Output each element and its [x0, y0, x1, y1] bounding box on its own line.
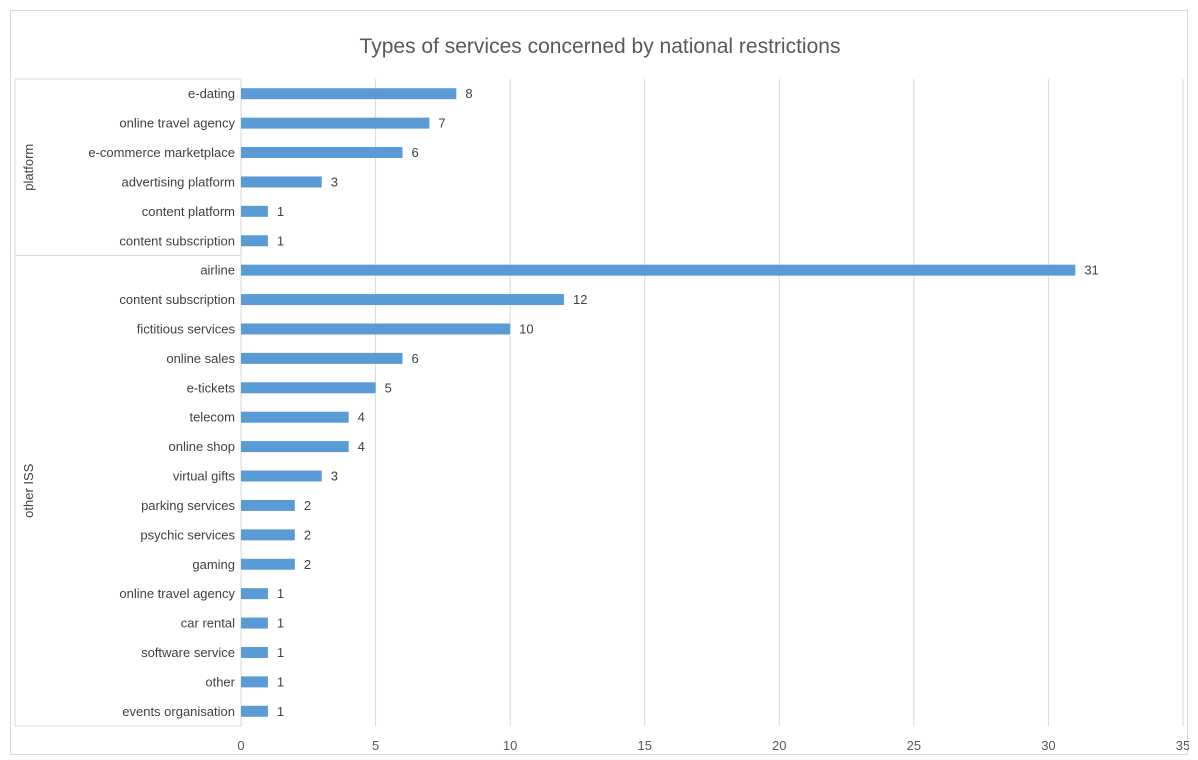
- category-label: car rental: [181, 616, 235, 631]
- bar: [241, 235, 268, 247]
- data-label: 4: [358, 439, 365, 454]
- data-label: 10: [519, 321, 533, 336]
- bar-chart: Types of services concerned by national …: [14, 35, 1189, 753]
- group-label: platform: [21, 144, 36, 191]
- bar: [241, 205, 268, 217]
- category-label: e-dating: [188, 86, 235, 101]
- category-label: online shop: [169, 439, 236, 454]
- data-label: 5: [385, 380, 392, 395]
- data-label: 1: [277, 233, 284, 248]
- data-label: 4: [358, 410, 365, 425]
- group-label: other ISS: [21, 463, 36, 518]
- data-label: 1: [277, 204, 284, 219]
- data-label: 1: [277, 616, 284, 631]
- bar: [241, 88, 457, 100]
- x-tick-label: 5: [372, 738, 379, 753]
- x-tick-label: 15: [637, 738, 651, 753]
- data-label: 12: [573, 292, 587, 307]
- bar: [241, 705, 268, 717]
- category-label: events organisation: [122, 704, 235, 719]
- bar: [241, 617, 268, 629]
- category-label: e-tickets: [187, 380, 236, 395]
- category-label: parking services: [141, 498, 235, 513]
- bar: [241, 294, 564, 306]
- bar: [241, 176, 322, 188]
- data-label: 3: [331, 469, 338, 484]
- category-label: e-commerce marketplace: [88, 145, 235, 160]
- data-label: 6: [411, 145, 418, 160]
- category-label: online travel agency: [119, 116, 235, 131]
- x-tick-label: 20: [772, 738, 786, 753]
- data-label: 1: [277, 645, 284, 660]
- x-tick-label: 0: [237, 738, 244, 753]
- bar: [241, 147, 403, 159]
- category-label: online travel agency: [119, 586, 235, 601]
- category-label: online sales: [166, 351, 235, 366]
- category-label: other: [205, 674, 235, 689]
- bar: [241, 323, 511, 335]
- data-label: 7: [438, 116, 445, 131]
- category-label: content platform: [142, 204, 235, 219]
- bar: [241, 117, 430, 129]
- bar: [241, 352, 403, 364]
- data-label: 1: [277, 704, 284, 719]
- category-label: content subscription: [119, 292, 235, 307]
- category-label: psychic services: [140, 527, 235, 542]
- bar: [241, 676, 268, 688]
- category-label: software service: [141, 645, 235, 660]
- bar: [241, 382, 376, 394]
- bar: [241, 558, 295, 570]
- data-label: 2: [304, 527, 311, 542]
- category-label: airline: [200, 263, 235, 278]
- bar: [241, 529, 295, 541]
- bar: [241, 441, 349, 453]
- bar: [241, 646, 268, 658]
- bar: [241, 264, 1076, 276]
- bar: [241, 470, 322, 482]
- gridlines: [375, 79, 1184, 726]
- bar: [241, 411, 349, 423]
- category-label: telecom: [189, 410, 235, 425]
- category-label: content subscription: [119, 233, 235, 248]
- x-tick-label: 30: [1041, 738, 1055, 753]
- x-tick-label: 35: [1176, 738, 1189, 753]
- data-label: 8: [465, 86, 472, 101]
- category-label: fictitious services: [137, 321, 236, 336]
- data-label: 31: [1084, 263, 1098, 278]
- data-label: 1: [277, 586, 284, 601]
- data-label: 6: [411, 351, 418, 366]
- data-label: 2: [304, 557, 311, 572]
- chart-title: Types of services concerned by national …: [360, 35, 841, 58]
- data-label: 3: [331, 174, 338, 189]
- bars: [241, 88, 1076, 717]
- category-label: gaming: [192, 557, 235, 572]
- data-label: 1: [277, 674, 284, 689]
- category-label: advertising platform: [122, 174, 235, 189]
- x-tick-label: 25: [907, 738, 921, 753]
- chart-frame: Types of services concerned by national …: [10, 10, 1189, 755]
- bar: [241, 499, 295, 511]
- category-label: virtual gifts: [173, 469, 236, 484]
- x-tick-label: 10: [503, 738, 517, 753]
- bar: [241, 588, 268, 600]
- data-label: 2: [304, 498, 311, 513]
